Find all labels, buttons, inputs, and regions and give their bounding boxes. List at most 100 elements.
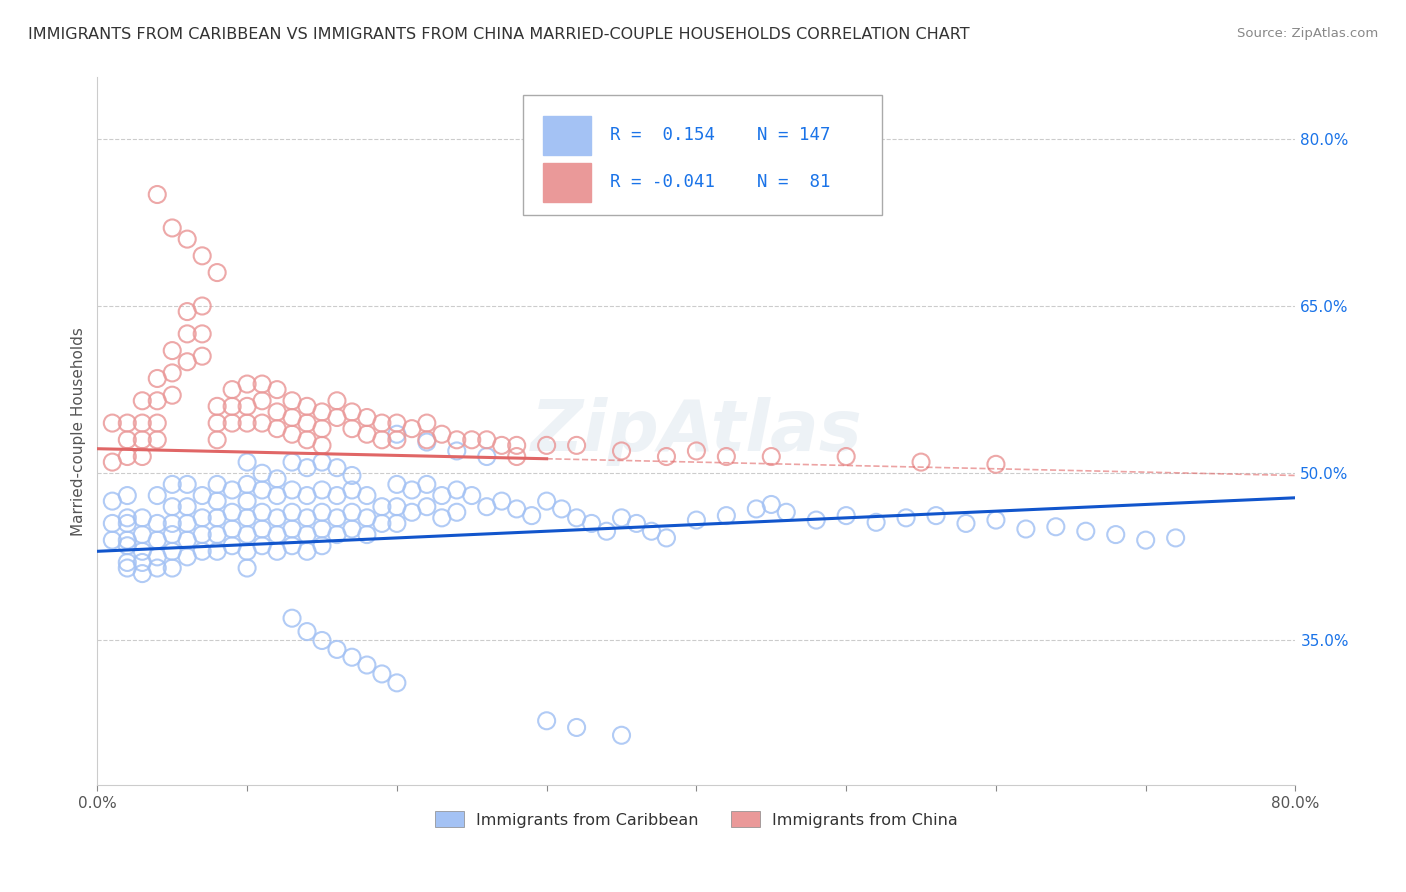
Point [117,433,139,447]
Point [326,642,349,657]
Point [266,544,288,558]
Point [281,410,304,425]
Point [250,416,273,430]
Point [205,433,228,447]
Point [266,405,288,419]
Point [430,511,453,525]
Point [610,444,633,458]
Point [176,500,198,514]
Point [1015,522,1038,536]
Point [385,516,408,531]
Point [984,513,1007,527]
Point [340,422,363,436]
Point [430,489,453,503]
Point [505,450,527,464]
Point [446,444,468,458]
Text: IMMIGRANTS FROM CARIBBEAN VS IMMIGRANTS FROM CHINA MARRIED-COUPLE HOUSEHOLDS COR: IMMIGRANTS FROM CARIBBEAN VS IMMIGRANTS … [28,27,970,42]
Point [416,477,439,491]
Point [146,433,169,447]
Point [446,505,468,519]
Point [340,483,363,497]
Point [101,494,124,508]
Point [146,489,169,503]
Point [191,489,214,503]
Point [295,460,318,475]
Point [205,527,228,541]
Point [176,326,198,341]
Point [131,566,153,581]
Point [160,388,183,402]
Point [311,455,333,469]
Point [716,450,738,464]
Point [281,427,304,442]
Point [117,450,139,464]
Point [371,516,394,531]
Point [461,489,484,503]
Point [221,505,243,519]
Point [266,527,288,541]
Point [146,516,169,531]
Point [176,549,198,564]
FancyBboxPatch shape [543,162,591,202]
Point [101,416,124,430]
Point [191,544,214,558]
Point [266,383,288,397]
Point [205,416,228,430]
Point [1074,524,1097,539]
Point [536,494,558,508]
Point [191,249,214,263]
Point [520,508,543,523]
Point [191,511,214,525]
Text: R = -0.041    N =  81: R = -0.041 N = 81 [610,173,831,191]
Point [176,304,198,318]
Point [984,458,1007,472]
Point [131,416,153,430]
Point [326,393,349,408]
Point [385,477,408,491]
Point [236,377,259,392]
Point [131,433,153,447]
Point [311,483,333,497]
Point [117,556,139,570]
Point [191,527,214,541]
Point [1045,520,1067,534]
Point [160,366,183,380]
FancyBboxPatch shape [543,116,591,155]
Point [565,721,588,735]
Point [221,483,243,497]
Point [205,511,228,525]
Point [281,455,304,469]
Point [131,450,153,464]
Point [326,489,349,503]
Text: R =  0.154    N = 147: R = 0.154 N = 147 [610,127,831,145]
Point [250,505,273,519]
Point [385,676,408,690]
Point [146,549,169,564]
Point [894,511,917,525]
Point [205,477,228,491]
Point [160,500,183,514]
Point [236,455,259,469]
Point [326,410,349,425]
Point [416,435,439,450]
Point [117,489,139,503]
Point [176,516,198,531]
Point [160,477,183,491]
Point [191,299,214,313]
Point [311,438,333,452]
Point [311,539,333,553]
Point [160,516,183,531]
Point [340,405,363,419]
Point [745,502,768,516]
Point [326,511,349,525]
Point [356,489,378,503]
Point [371,416,394,430]
Point [610,728,633,742]
Point [655,531,678,545]
Point [416,416,439,430]
Point [626,516,648,531]
Point [295,489,318,503]
Point [131,393,153,408]
Point [205,494,228,508]
Point [250,377,273,392]
